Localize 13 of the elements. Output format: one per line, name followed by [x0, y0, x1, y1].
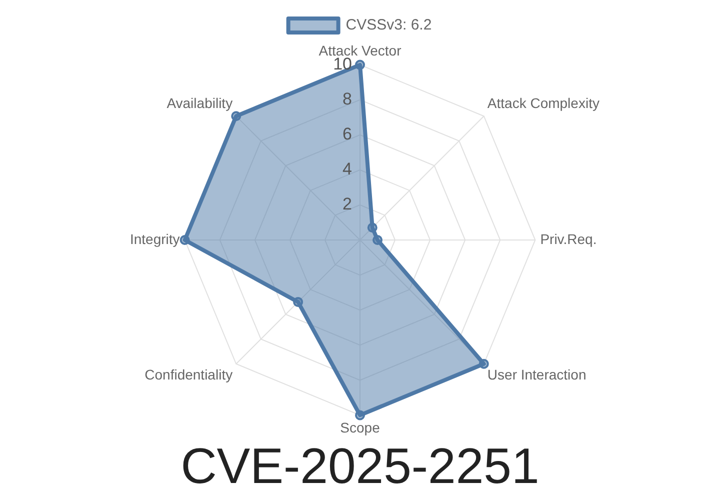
spoke-label: Attack Complexity	[487, 95, 600, 112]
y-tick-label: 6	[342, 124, 352, 144]
legend-label: CVSSv3: 6.2	[346, 16, 432, 34]
text: CVE-2025-2251	[180, 438, 540, 494]
y-tick-label: 4	[342, 160, 352, 179]
spoke-label: Availability	[166, 95, 233, 112]
spoke-label: Confidentiality	[144, 366, 233, 383]
spoke-label: User Interaction	[487, 366, 586, 383]
spoke-label: Scope	[340, 419, 380, 436]
y-tick-label: 2	[342, 194, 352, 214]
spoke-label: Integrity	[130, 230, 180, 247]
spoke-label: Priv.Req.	[540, 230, 597, 247]
y-tick-label: 8	[342, 90, 352, 109]
